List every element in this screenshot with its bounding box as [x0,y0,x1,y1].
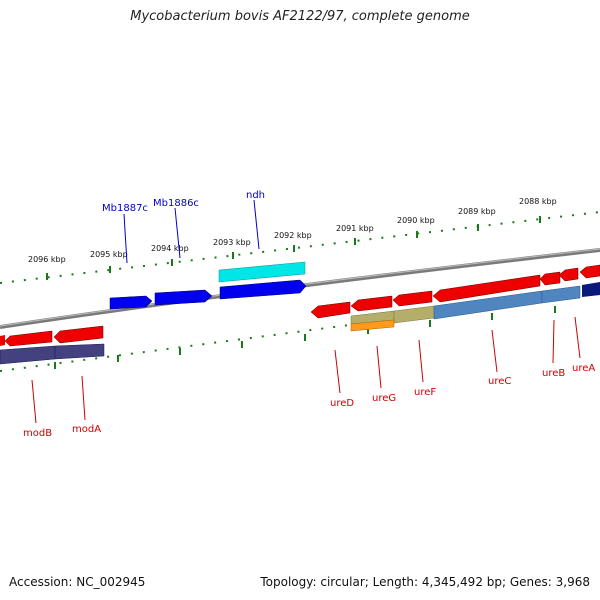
domain-bar-steel-2 [541,285,581,304]
gene-label-top: ndh [246,190,265,201]
leader-Mb1887c [123,213,128,264]
ruler-label: 2096 kbp [28,255,66,264]
gene-Mb1886c[interactable] [154,289,213,306]
gene-label-bottom: ureG [372,393,396,404]
gene-red-right [579,264,600,279]
gene-label-bottom: ureF [414,387,436,398]
leader-ureF [418,339,424,383]
genome-stats-text: Topology: circular; Length: 4,345,492 bp… [260,575,590,589]
ruler-label: 2094 kbp [151,244,189,253]
ruler-label: 2088 kbp [519,197,557,206]
domain-bar-navy [582,282,600,297]
domain-bar-left-2 [54,343,105,360]
gene-label-bottom: ureD [330,398,354,409]
gene-Mb1887c[interactable] [109,295,153,310]
domain-bar-olive-2 [393,305,435,324]
leader-Mb1886c [174,207,181,259]
gene-label-bottom: ureA [572,363,595,374]
leader-ureD [334,349,341,394]
gene-label-bottom: ureC [488,376,511,387]
ruler-label: 2092 kbp [274,231,312,240]
domain-bar-left [0,345,56,365]
leader-ureC [491,329,498,373]
leader-ureA [574,316,581,359]
gene-ureG[interactable] [350,295,393,312]
leader-modB [31,379,37,424]
gene-label-bottom: ureB [542,368,565,379]
leader-modA [81,375,86,421]
leader-ureG [376,345,382,389]
leader-ureB [552,319,555,364]
rna-feature [218,261,306,283]
ruler-label: 2095 kbp [90,250,128,259]
gene-ureB[interactable] [539,271,561,286]
gene-ndh[interactable] [219,279,307,300]
ruler-label: 2091 kbp [336,224,374,233]
genome-title: Mycobacterium bovis AF2122/97, complete … [130,9,470,24]
gene-label-top: Mb1887c [102,203,148,214]
gene-ureF[interactable] [392,290,433,307]
gene-ureC[interactable] [432,274,541,303]
ruler-label: 2093 kbp [213,238,251,247]
ruler-label: 2089 kbp [458,207,496,216]
gene-red-left-3 [53,325,104,344]
gene-red-left-1 [0,335,5,346]
ruler-upper-major-ticks [46,216,541,280]
gene-ureD[interactable] [310,301,351,319]
gene-ureA[interactable] [558,267,579,282]
gene-label-top: Mb1886c [153,198,199,209]
accession-text: Accession: NC_002945 [9,575,146,589]
gene-label-bottom: modA [72,424,101,435]
gene-red-left-2 [4,330,53,347]
leader-ndh [253,199,260,250]
gene-label-bottom: modB [23,428,52,439]
ruler-lower-major-ticks [54,306,556,369]
ruler-label: 2090 kbp [397,216,435,225]
domain-bar-orange [350,319,395,332]
